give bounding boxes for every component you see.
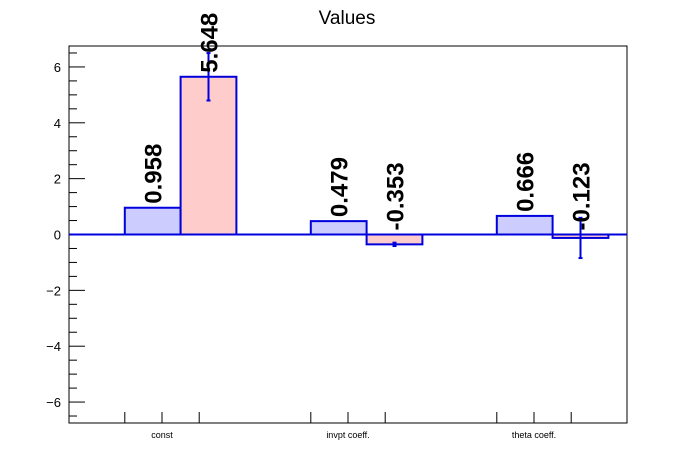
chart-title: Values [319, 8, 376, 29]
bars-group [123, 75, 610, 246]
data-label: -0.123 [569, 162, 596, 230]
y-tick-label: 2 [54, 172, 61, 187]
y-tick-label: 4 [54, 116, 61, 131]
bar [123, 206, 182, 236]
data-labels-group: 0.958 5.648 0.479 -0.353 0.666 -0.123 [141, 13, 596, 231]
x-category-label: theta coeff. [512, 430, 556, 440]
y-tick-label: 0 [54, 228, 61, 243]
y-tick-label: 6 [54, 60, 61, 75]
x-axis: const invpt coeff. theta coeff. [124, 412, 572, 440]
y-tick-label: −6 [46, 395, 61, 410]
data-label: 0.479 [327, 157, 354, 217]
data-label: 0.958 [141, 144, 168, 204]
data-label: -0.353 [383, 162, 410, 230]
x-category-label: const [151, 430, 173, 440]
error-bars-group [206, 52, 583, 260]
y-tick-label: −4 [46, 339, 61, 354]
bar [495, 214, 554, 236]
data-label: 5.648 [197, 13, 224, 73]
bar [309, 220, 368, 236]
x-category-label: invpt coeff. [326, 430, 369, 440]
data-label: 0.666 [513, 152, 540, 212]
y-tick-label: −2 [46, 283, 61, 298]
